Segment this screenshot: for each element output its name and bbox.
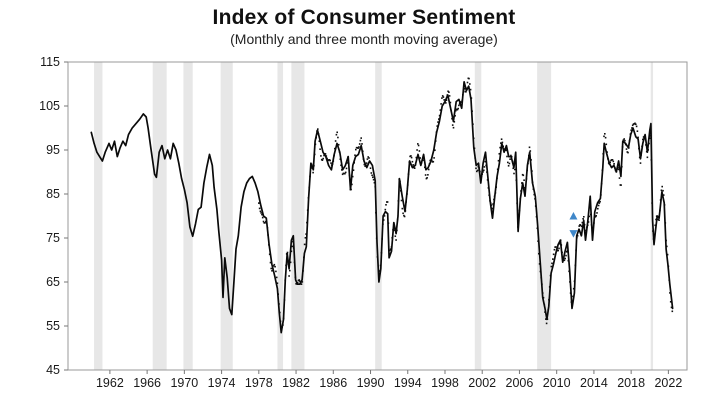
triangle-up-marker (569, 212, 578, 220)
y-tick-label: 105 (39, 99, 60, 113)
x-tick-label: 2018 (617, 376, 645, 390)
x-tick-label: 1966 (133, 376, 161, 390)
x-tick-label: 1978 (245, 376, 273, 390)
x-tick-label: 1970 (170, 376, 198, 390)
x-tick-label: 1962 (96, 376, 124, 390)
x-tick-label: 2014 (580, 376, 608, 390)
x-tick-label: 1986 (319, 376, 347, 390)
recession-band (291, 62, 305, 370)
y-tick-label: 95 (46, 143, 60, 157)
x-tick-label: 1982 (282, 376, 310, 390)
recession-band (537, 62, 552, 370)
y-tick-label: 115 (40, 55, 60, 69)
recession-band (277, 62, 284, 370)
y-tick-label: 85 (46, 187, 60, 201)
y-tick-label: 75 (46, 231, 60, 245)
recession-band (220, 62, 233, 370)
recession-band (375, 62, 382, 370)
y-tick-label: 55 (46, 319, 60, 333)
x-tick-label: 2002 (468, 376, 496, 390)
y-tick-label: 65 (46, 275, 60, 289)
x-tick-label: 2010 (543, 376, 571, 390)
y-tick-label: 45 (46, 363, 60, 377)
recession-band (152, 62, 167, 370)
x-tick-label: 2006 (506, 376, 534, 390)
chart-title: Index of Consumer Sentiment (212, 6, 516, 29)
plot-frame (67, 61, 688, 371)
x-tick-label: 1994 (394, 376, 422, 390)
x-tick-label: 1998 (431, 376, 459, 390)
x-tick-label: 1990 (357, 376, 385, 390)
triangle-down-marker (569, 230, 578, 238)
recession-band (474, 62, 482, 370)
chart-subtitle: (Monthly and three month moving average) (230, 31, 498, 47)
monthly-dots (258, 77, 674, 330)
moving-average-line (90, 80, 674, 334)
recession-band (94, 62, 103, 370)
x-tick-label: 1974 (208, 376, 236, 390)
x-tick-label: 2022 (654, 376, 682, 390)
